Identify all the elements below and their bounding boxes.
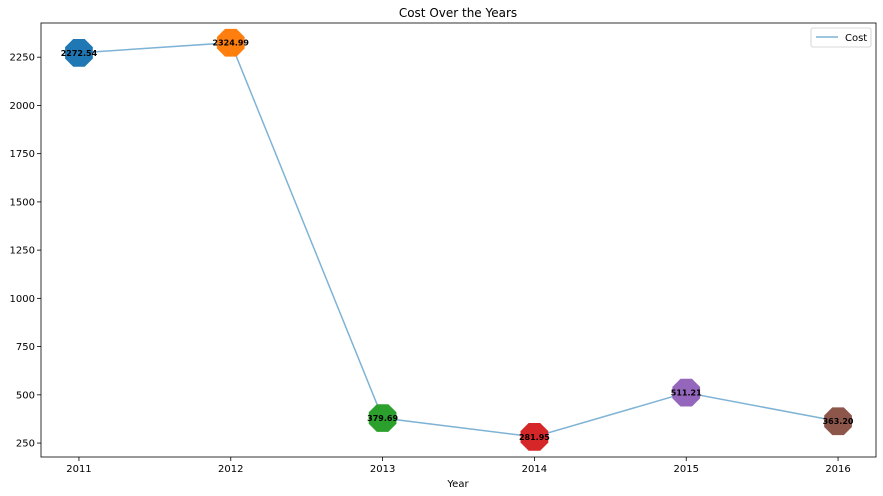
- data-label: 2324.99: [213, 39, 250, 48]
- y-tick-label: 1750: [10, 149, 35, 160]
- y-tick-label: 1500: [10, 197, 35, 208]
- y-tick-label: 1250: [10, 246, 35, 257]
- y-tick-label: 250: [16, 439, 35, 450]
- data-point: [216, 28, 245, 57]
- x-axis-label: Year: [446, 479, 469, 490]
- legend-label-cost: Cost: [845, 33, 867, 44]
- series-line-cost: [78, 41, 839, 438]
- data-label: 281.95: [519, 433, 550, 442]
- data-point: [368, 404, 397, 432]
- x-axis: 2011 2012 2013 2014 2015 2016: [66, 457, 851, 475]
- data-labels: 2272.54 2324.99 379.69 281.95 511.21 363.20: [61, 39, 854, 442]
- data-point: [672, 378, 701, 407]
- y-tick-label: 2250: [10, 53, 35, 64]
- legend: Cost: [810, 27, 872, 48]
- y-tick-label: 2000: [10, 101, 35, 112]
- y-axis: 250 500 750 1000 1250 1500 1750 2000 2250: [10, 53, 41, 450]
- data-point: [520, 423, 549, 451]
- data-markers: [65, 28, 852, 451]
- x-tick-label: 2011: [66, 464, 91, 475]
- data-label: 379.69: [367, 414, 398, 423]
- x-tick-label: 2015: [674, 464, 699, 475]
- data-label: 2272.54: [61, 49, 98, 58]
- plot-frame: [40, 22, 877, 458]
- y-tick-label: 500: [16, 390, 35, 401]
- y-tick-label: 1000: [10, 294, 35, 305]
- chart-title: Cost Over the Years: [399, 6, 517, 20]
- data-label: 363.20: [823, 417, 854, 426]
- x-tick-label: 2013: [370, 464, 395, 475]
- data-point: [65, 38, 93, 67]
- x-tick-label: 2016: [825, 464, 850, 475]
- x-tick-label: 2014: [522, 464, 547, 475]
- legend-box: [810, 27, 872, 48]
- data-label: 511.21: [671, 389, 702, 398]
- x-tick-label: 2012: [218, 464, 243, 475]
- y-tick-label: 750: [16, 342, 35, 353]
- data-point: [824, 407, 852, 436]
